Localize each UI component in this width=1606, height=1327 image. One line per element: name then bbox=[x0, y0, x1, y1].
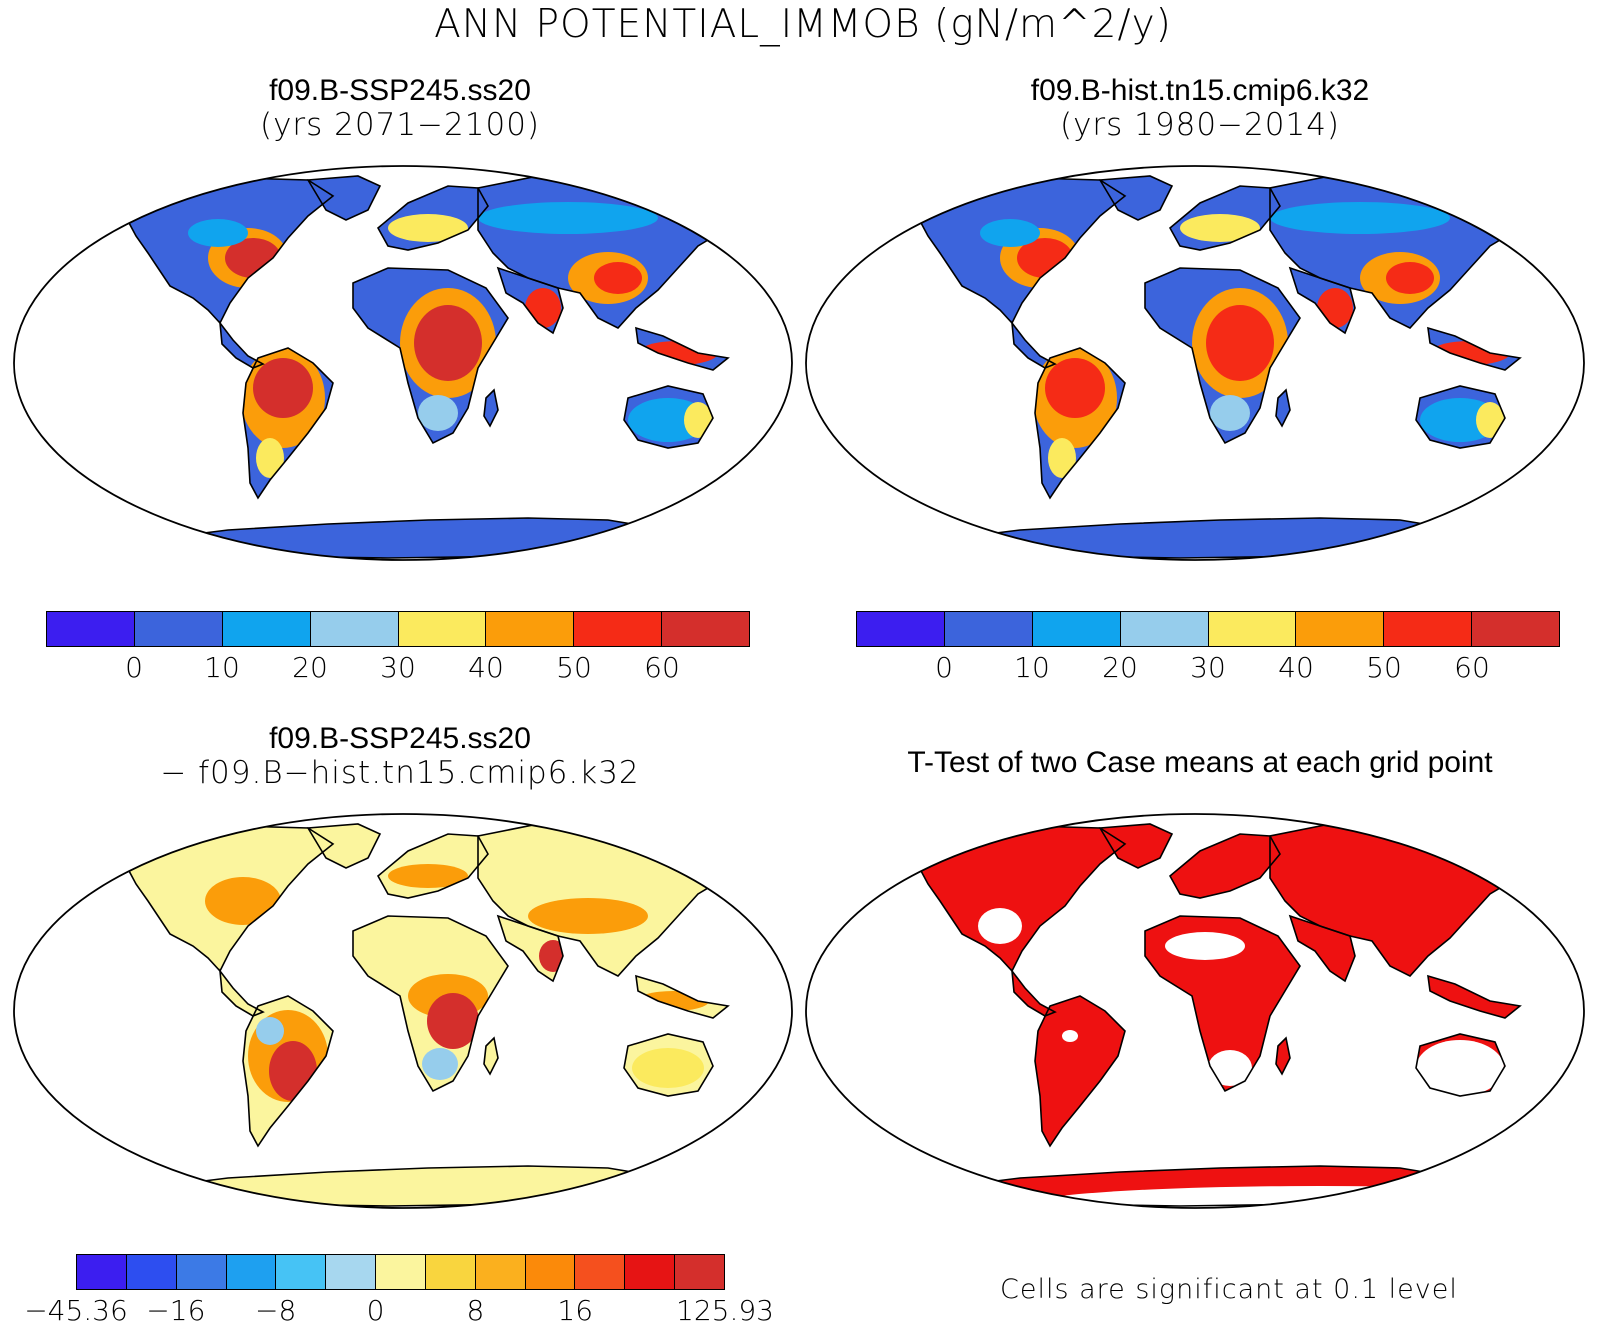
colorbar-swatch bbox=[944, 612, 1033, 646]
panel-title-top-right: f09.B-hist.tn15.cmip6.k32 (yrs 1980−2014… bbox=[960, 76, 1440, 141]
colorbar-swatch bbox=[1384, 612, 1473, 646]
colorbar-swatch bbox=[1208, 612, 1297, 646]
panel-title-bottom-left: f09.B-SSP245.ss20 − f09.B−hist.tn15.cmip… bbox=[90, 724, 710, 789]
map-ttest-significance bbox=[800, 806, 1590, 1216]
colorbar-swatch bbox=[176, 1255, 227, 1289]
map-difference bbox=[8, 806, 798, 1216]
colorbar-swatch bbox=[662, 612, 749, 646]
colorbar-swatch bbox=[675, 1255, 724, 1289]
colorbar-swatch bbox=[574, 612, 663, 646]
figure-title: ANN POTENTIAL_IMMOB (gN/m^2/y) bbox=[434, 2, 1172, 47]
panel-case-name: f09.B-SSP245.ss20 bbox=[269, 722, 531, 755]
colorbar-swatch bbox=[376, 1255, 426, 1289]
colorbar-swatch bbox=[1296, 612, 1385, 646]
colorbar-top-left bbox=[46, 611, 750, 647]
colorbar-tick-label: 10 bbox=[204, 651, 240, 684]
map-svg bbox=[13, 165, 793, 561]
colorbar-tick-label: 0 bbox=[366, 1294, 385, 1327]
map-svg bbox=[13, 813, 793, 1209]
colorbar-swatch bbox=[226, 1255, 277, 1289]
colorbar-swatch bbox=[575, 1255, 626, 1289]
significance-note: Cells are significant at 0.1 level bbox=[1000, 1274, 1458, 1305]
panel-subtraction: − f09.B−hist.tn15.cmip6.k32 bbox=[160, 755, 640, 791]
colorbar-tick-label: 50 bbox=[556, 651, 592, 684]
colorbar-swatch bbox=[398, 612, 487, 646]
colorbar-swatch bbox=[1032, 612, 1121, 646]
colorbar-tick-label: 8 bbox=[466, 1294, 485, 1327]
colorbar-tick-label: 0 bbox=[125, 651, 143, 684]
colorbar-tick-label: 50 bbox=[1366, 651, 1402, 684]
colorbar-swatch bbox=[857, 612, 945, 646]
colorbar-tick-label: −8 bbox=[255, 1294, 297, 1327]
map-future-mean bbox=[8, 158, 798, 568]
colorbar-tick-label: −16 bbox=[146, 1294, 206, 1327]
colorbar-swatch bbox=[276, 1255, 327, 1289]
colorbar-swatch bbox=[126, 1255, 177, 1289]
colorbar-swatch bbox=[525, 1255, 576, 1289]
colorbar-tick-label: 20 bbox=[292, 651, 328, 684]
colorbar-tick-label: 16 bbox=[557, 1294, 594, 1327]
colorbar-tick-label: 30 bbox=[380, 651, 416, 684]
colorbar-swatch bbox=[310, 612, 399, 646]
colorbar-tick-label: 40 bbox=[1278, 651, 1314, 684]
map-svg bbox=[805, 813, 1585, 1209]
colorbar-swatch bbox=[222, 612, 311, 646]
colorbar-tick-label: 0 bbox=[935, 651, 953, 684]
colorbar-top-right bbox=[856, 611, 1560, 647]
colorbar-tick-label: −45.36 bbox=[24, 1294, 128, 1327]
panel-years: (yrs 2071−2100) bbox=[259, 107, 541, 143]
colorbar-swatch bbox=[1472, 612, 1559, 646]
colorbar-swatch bbox=[425, 1255, 476, 1289]
colorbar-swatch bbox=[326, 1255, 377, 1289]
panel-years: (yrs 1980−2014) bbox=[1059, 107, 1341, 143]
colorbar-swatch bbox=[486, 612, 575, 646]
panel-case-name: f09.B-hist.tn15.cmip6.k32 bbox=[1030, 74, 1370, 107]
panel-title-bottom-right: T-Test of two Case means at each grid po… bbox=[830, 748, 1570, 778]
map-historical-mean bbox=[800, 158, 1590, 568]
colorbar-bottom-left bbox=[76, 1254, 725, 1290]
colorbar-tick-label: 60 bbox=[644, 651, 680, 684]
colorbar-swatch bbox=[77, 1255, 127, 1289]
colorbar-tick-label: 10 bbox=[1014, 651, 1050, 684]
map-svg bbox=[805, 165, 1585, 561]
colorbar-swatch bbox=[475, 1255, 526, 1289]
colorbar-tick-label: 20 bbox=[1102, 651, 1138, 684]
ttest-title: T-Test of two Case means at each grid po… bbox=[907, 746, 1493, 779]
colorbar-swatch bbox=[47, 612, 135, 646]
colorbar-tick-label: 125.93 bbox=[676, 1294, 774, 1327]
colorbar-tick-label: 30 bbox=[1190, 651, 1226, 684]
panel-title-top-left: f09.B-SSP245.ss20 (yrs 2071−2100) bbox=[196, 76, 604, 141]
colorbar-tick-label: 40 bbox=[468, 651, 504, 684]
colorbar-swatch bbox=[1120, 612, 1209, 646]
colorbar-tick-label: 60 bbox=[1454, 651, 1490, 684]
colorbar-swatch bbox=[134, 612, 223, 646]
panel-case-name: f09.B-SSP245.ss20 bbox=[269, 74, 531, 107]
colorbar-swatch bbox=[625, 1255, 676, 1289]
